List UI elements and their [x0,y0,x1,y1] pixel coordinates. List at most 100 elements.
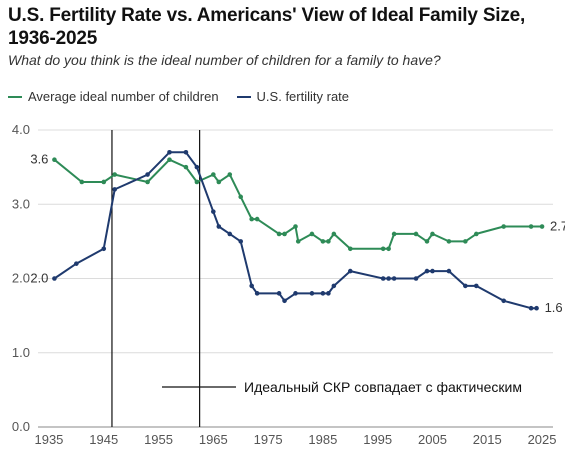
legend-item-fertility: U.S. fertility rate [236,89,350,104]
data-point-ideal [227,172,233,177]
x-tick-label: 1945 [89,432,118,447]
x-tick-label: 2025 [528,432,557,447]
data-point-fertility [501,298,506,304]
data-point-ideal [446,239,452,244]
data-point-ideal [112,172,118,177]
data-point-ideal [282,231,287,237]
data-point-ideal [194,179,200,185]
data-point-ideal [254,216,260,222]
data-point-fertility [145,172,150,177]
data-point-ideal [216,179,222,185]
data-point-ideal [79,179,85,185]
data-point-ideal [539,224,545,229]
data-point-ideal [386,246,391,252]
y-tick-label: 0.0 [12,419,30,434]
data-point-fertility [430,268,435,274]
data-point-ideal [52,157,57,162]
data-point-fertility [216,224,222,229]
x-tick-label: 1985 [308,432,337,447]
x-tick-label: 1935 [34,432,63,447]
data-point-fertility [276,291,282,296]
data-point-ideal [391,231,397,237]
data-point-fertility [238,239,244,244]
data-point-ideal [320,239,326,244]
legend-label-fertility: U.S. fertility rate [256,89,350,104]
data-point-fertility [347,268,353,274]
data-point-ideal [309,231,315,237]
data-point-fertility [528,305,534,311]
data-point-ideal [167,157,172,162]
y-tick-label: 1.0 [12,345,30,360]
data-point-fertility [101,246,107,252]
data-point-ideal [424,239,430,244]
start-label-ideal: 3.6 [30,152,48,167]
legend-label-ideal: Average ideal number of children [28,89,219,104]
legend-swatch-fertility [236,95,251,98]
data-point-ideal [473,231,479,237]
data-point-ideal [238,194,244,200]
annotation-text: Идеальный СКР совпадает с фактическим [244,379,522,395]
data-point-fertility [463,283,468,289]
data-point-fertility [254,291,260,296]
data-point-fertility [112,187,118,192]
end-label-fertility: 1.6 [545,300,563,315]
data-point-fertility [380,276,386,281]
data-point-ideal [183,164,189,170]
data-point-ideal [145,179,150,185]
data-point-ideal [295,239,301,244]
data-point-ideal [326,239,331,244]
data-point-ideal [380,246,386,252]
data-point-fertility [227,231,233,237]
start-label-fertility: 2.0 [30,271,48,286]
end-label-ideal: 2.7 [550,219,565,234]
data-point-fertility [446,268,452,274]
data-point-fertility [167,149,172,155]
data-point-fertility [424,268,430,274]
chart-title: U.S. Fertility Rate vs. Americans' View … [8,5,526,49]
data-point-fertility [52,276,57,281]
data-point-fertility [413,276,419,281]
data-point-ideal [347,246,353,252]
data-point-ideal [463,239,468,244]
data-point-fertility [194,164,200,170]
data-point-fertility [391,276,397,281]
data-point-ideal [528,224,534,229]
data-point-fertility [473,283,479,289]
chart-subtitle: What do you think is the ideal number of… [8,52,441,68]
data-point-fertility [386,276,391,281]
x-tick-label: 1995 [363,432,392,447]
y-tick-label: 2.0 [12,271,30,286]
data-point-fertility [183,149,189,155]
end-labels: 3.6 2.7 2.0 1.6 [30,152,565,316]
data-point-ideal [430,231,435,237]
x-axis-ticks: 1935 1945 1955 1965 1975 1985 1995 2005 2015 2025 [34,432,556,447]
y-tick-label: 4.0 [12,122,30,137]
x-tick-label: 2005 [418,432,447,447]
x-tick-label: 1955 [144,432,173,447]
y-axis-ticks: 0.0 1.0 2.0 3.0 4.0 [12,122,30,434]
data-point-ideal [276,231,282,237]
data-point-ideal [211,172,216,177]
data-point-fertility [309,291,315,296]
data-point-fertility [331,283,337,289]
data-point-fertility [326,291,331,296]
legend-swatch-ideal [8,95,22,98]
data-point-ideal [101,179,107,185]
data-point-ideal [293,224,298,229]
x-tick-label: 1975 [254,432,283,447]
data-point-ideal [501,224,506,229]
data-point-fertility [293,291,298,296]
annotation: Идеальный СКР совпадает с фактическим [162,379,522,395]
data-point-fertility [320,291,326,296]
legend-item-ideal: Average ideal number of children [8,89,219,104]
data-point-fertility [249,283,254,289]
data-point-fertility [211,209,216,214]
data-point-ideal [413,231,419,237]
data-point-fertility [534,305,539,311]
data-point-ideal [331,231,337,237]
series-line-fertility [53,151,537,310]
x-tick-label: 2015 [473,432,502,447]
y-tick-label: 3.0 [12,196,30,211]
reference-lines [111,130,201,427]
